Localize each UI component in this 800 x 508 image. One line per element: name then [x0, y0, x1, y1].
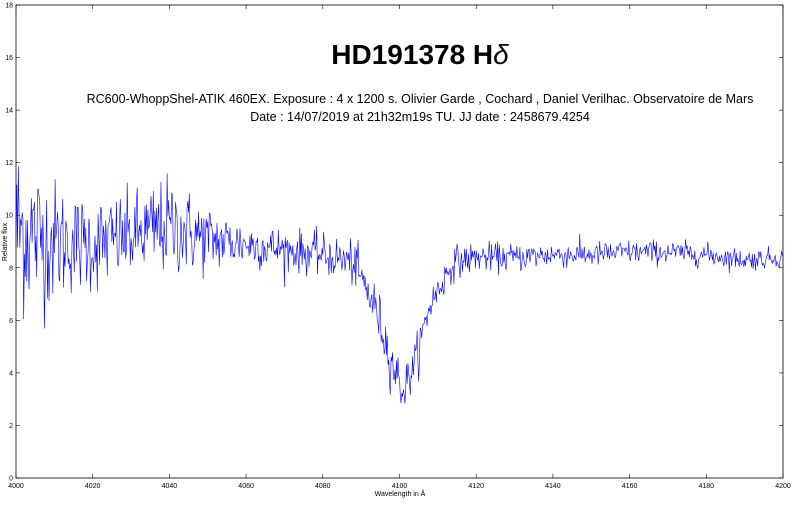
x-tick-label: 4060	[238, 483, 254, 490]
x-tick-label: 4100	[392, 483, 408, 490]
y-axis-label: Relative flux	[2, 222, 9, 261]
x-tick-label: 4020	[85, 483, 101, 490]
x-axis-label: Wavelength in Å	[375, 489, 426, 498]
x-tick-label: 4160	[622, 483, 638, 490]
chart-subtitle-line-1: RC600-WhoppShel-ATIK 460EX. Exposure : 4…	[87, 92, 754, 106]
y-tick-label: 6	[9, 318, 13, 325]
y-tick-label: 16	[5, 55, 13, 62]
y-tick-label: 14	[5, 108, 13, 115]
x-tick-label: 4120	[468, 483, 484, 490]
x-tick-label: 4200	[775, 483, 791, 490]
x-tick-label: 4040	[162, 483, 178, 490]
chart-subtitle-line-2: Date : 14/07/2019 at 21h32m19s TU. JJ da…	[250, 110, 590, 124]
chart-title: HD191378 Hδ	[331, 39, 509, 70]
x-tick-label: 4080	[315, 483, 331, 490]
y-tick-label: 4	[9, 370, 13, 377]
x-tick-label: 4000	[8, 483, 24, 490]
spectrum-line	[15, 166, 784, 404]
y-tick-label: 2	[9, 423, 13, 430]
y-tick-label: 0	[9, 476, 13, 483]
x-tick-label: 4180	[699, 483, 715, 490]
y-tick-label: 18	[5, 3, 13, 10]
y-tick-label: 10	[5, 213, 13, 220]
y-tick-label: 12	[5, 160, 13, 167]
y-tick-label: 8	[9, 265, 13, 272]
axis-ticks: 4000 4020 4040 4060 4080 4100 4120 4140 4160 4180…	[5, 3, 791, 491]
x-tick-label: 4140	[545, 483, 561, 490]
